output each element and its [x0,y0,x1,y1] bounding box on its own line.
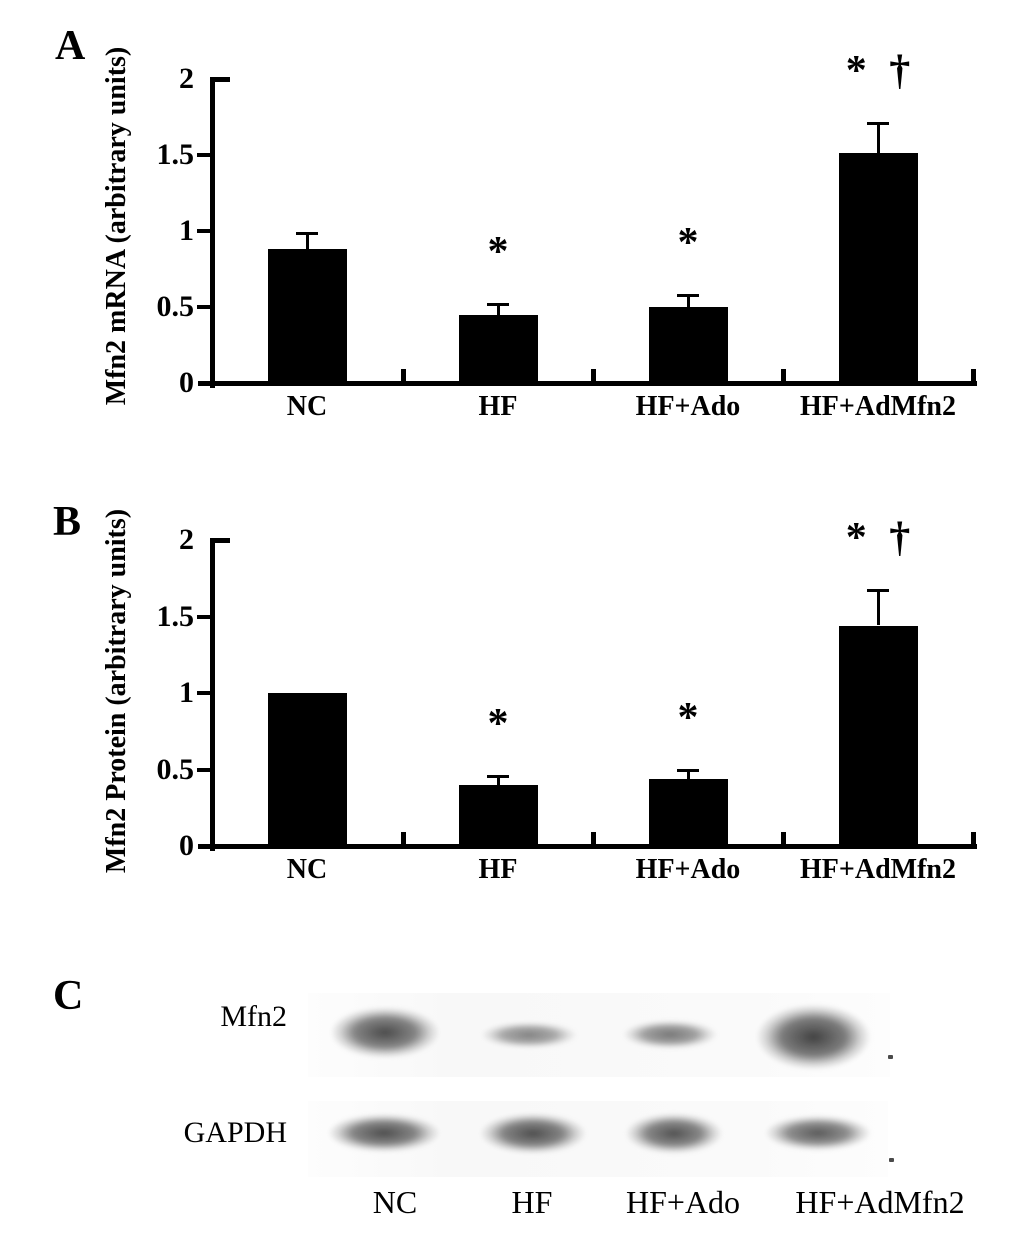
panel-a-error-bar-cap-NC [296,232,318,235]
panel-b-bar-NC [268,693,347,846]
panel-a-x-tick-3 [971,369,976,381]
blot-lane-label-nc: NC [372,1184,418,1220]
blot-lane-label-hf-admfn2: HF+AdMfn2 [795,1184,965,1220]
panel-a-error-bar-stem-NC [306,233,309,250]
panel-a-category-label-NC: NC [286,391,328,422]
panel-b-category-label-NC: NC [286,854,328,885]
blot-edge-artifact-1 [889,1158,894,1162]
panel-b-error-bar-stem-HF+AdMfn2 [877,590,880,625]
blot-band-gapdh-nc [310,1108,458,1158]
panel-b-y-tick-label-2: 2 [179,523,194,556]
panel-a-error-bar-cap-HF+AdMfn2 [867,122,889,125]
panel-b-bar-HF+AdMfn2 [839,626,918,846]
blot-band-mfn2-hf-admfn2 [738,994,889,1080]
panel-b-error-bar-cap-HF+Ado [677,769,699,772]
panel-a-x-tick-1 [591,369,596,381]
blot-band-mfn2-hf-ado [608,1016,732,1053]
panel-b-y-tick-label-1: 1 [179,676,194,709]
panel-a-y-tick-max [215,77,230,82]
panel-b-category-label-HF: HF [478,854,518,885]
panel-b-significance-HF+AdMfn2: * † [845,515,911,561]
panel-a-y-tick-label-0.5: 0.5 [156,290,195,323]
panel-a-error-bar-stem-HF [497,304,500,315]
panel-b-x-tick-3 [971,832,976,844]
panel-a-y-tick-label-2: 2 [179,62,194,95]
panel-a-category-label-HF+Ado: HF+Ado [635,391,741,422]
panel-b-x-axis-line [198,844,977,849]
panel-a-error-bar-cap-HF [487,303,509,306]
panel-b-category-label-HF+AdMfn2: HF+AdMfn2 [800,854,956,885]
blot-lane-label-hf: HF [511,1184,553,1220]
panel-c-letter: C [53,973,84,1019]
panel-b-category-label-HF+Ado: HF+Ado [635,854,741,885]
panel-b-significance-HF: * [487,701,509,747]
panel-b-y-tick-max [215,538,230,543]
panel-b-significance-HF+Ado: * [677,695,699,741]
panel-a-y-tick-label-0: 0 [179,366,194,399]
blot-band-gapdh-hf [463,1107,603,1160]
panel-a-x-tick-0 [401,369,406,381]
panel-a-significance-HF: * [487,229,509,275]
blot-edge-artifact-0 [888,1055,893,1059]
panel-b-y-tick-label-0: 0 [179,829,194,862]
panel-a-letter: A [55,23,86,69]
panel-b-y-tick-1.5 [197,615,210,619]
blot-band-gapdh-hf-ado [610,1107,738,1160]
panel-a-significance-HF+AdMfn2: * † [845,48,911,94]
panel-a-y-tick-label-1: 1 [179,214,194,247]
panel-b-letter: B [53,499,82,545]
blot-band-mfn2-nc [313,999,457,1066]
panel-a-category-label-HF: HF [478,391,518,422]
panel-b-bar-HF [459,785,538,846]
panel-b-error-bar-cap-HF [487,775,509,778]
panel-a-y-tick-1.5 [197,153,210,157]
blot-row-label-mfn2: Mfn2 [220,1000,287,1033]
panel-b-error-bar-stem-HF+Ado [687,770,690,779]
blot-band-mfn2-hf [466,1018,592,1052]
panel-b-error-bar-cap-HF+AdMfn2 [867,589,889,592]
panel-b-bar-HF+Ado [649,779,728,846]
panel-a-x-tick-2 [781,369,786,381]
panel-a-bar-NC [268,249,347,383]
panel-a-bar-HF+Ado [649,307,728,383]
panel-b-x-tick-2 [781,832,786,844]
panel-a-y-tick-label-1.5: 1.5 [156,138,195,171]
panel-a-y-tick-0.5 [197,305,210,309]
panel-a-x-axis-line [198,381,977,386]
blot-lane-label-hf-ado: HF+Ado [625,1184,741,1220]
panel-b-y-tick-0.5 [197,768,210,772]
panel-a-y-axis-line [210,77,215,388]
panel-a-error-bar-stem-HF+Ado [687,295,690,307]
blot-band-gapdh-hf-admfn2 [748,1110,888,1156]
panel-a-error-bar-stem-HF+AdMfn2 [877,123,880,153]
panel-b-x-tick-0 [401,832,406,844]
panel-b-y-tick-label-1.5: 1.5 [156,600,195,633]
panel-b-y-tick-label-0.5: 0.5 [156,753,195,786]
panel-a-category-label-HF+AdMfn2: HF+AdMfn2 [800,391,956,422]
panel-b-y-tick-1 [197,691,210,695]
panel-a-bar-HF+AdMfn2 [839,153,918,383]
blot-row-label-gapdh: GAPDH [183,1116,287,1149]
panel-a-bar-HF [459,315,538,383]
panel-b-error-bar-stem-HF [497,776,500,785]
panel-a-error-bar-cap-HF+Ado [677,294,699,297]
panel-a-significance-HF+Ado: * [677,220,699,266]
panel-b-y-axis-line [210,538,215,851]
panel-b-x-tick-1 [591,832,596,844]
panel-a-y-tick-1 [197,229,210,233]
